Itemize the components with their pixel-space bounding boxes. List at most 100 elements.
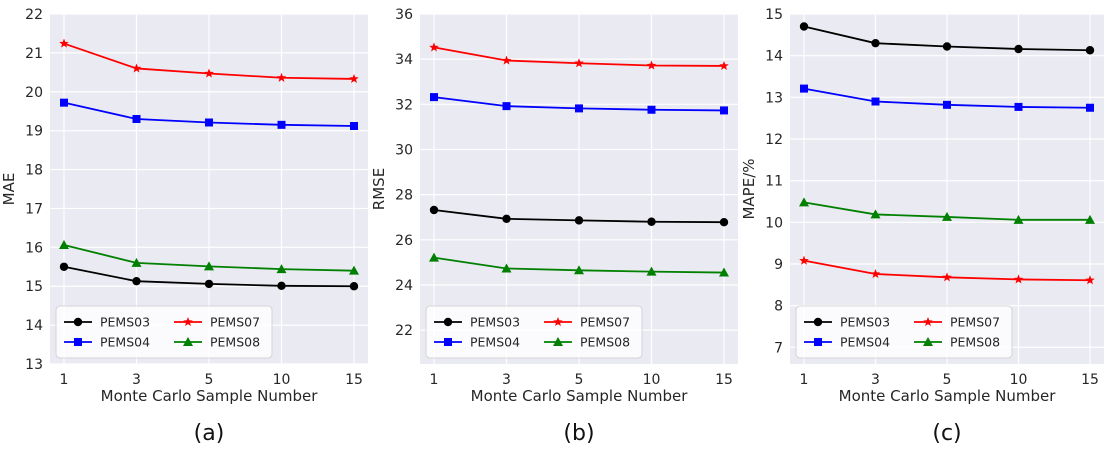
data-point-pems08	[349, 265, 359, 275]
data-point-pems08	[59, 240, 69, 249]
y-tick-label: 13	[25, 357, 43, 373]
legend-marker	[183, 337, 193, 346]
x-tick-label: 15	[715, 372, 733, 388]
data-point-pems04	[943, 100, 951, 109]
y-tick-label: 20	[25, 85, 43, 101]
y-axis-label: RMSE	[370, 168, 388, 210]
data-point-pems07	[131, 63, 142, 73]
data-point-pems08	[204, 261, 214, 271]
x-tick-label: 1	[800, 372, 809, 388]
data-point-pems04	[1086, 103, 1094, 112]
data-point-pems08	[429, 252, 439, 262]
y-tick-label: 14	[765, 49, 783, 65]
x-tick-label: 15	[1081, 372, 1099, 388]
legend-entry: PEMS04	[100, 335, 150, 350]
data-point-pems07	[646, 60, 657, 70]
x-tick-label: 5	[205, 372, 214, 388]
legend-entry: PEMS04	[840, 335, 890, 350]
data-point-pems07	[1013, 274, 1024, 284]
y-tick-label: 12	[765, 132, 783, 148]
data-point-pems07	[276, 72, 287, 82]
y-tick-label: 32	[395, 97, 413, 113]
legend-entry: PEMS07	[950, 315, 1000, 330]
data-point-pems03	[277, 281, 286, 291]
y-tick-label: 22	[395, 323, 413, 339]
y-tick-label: 18	[25, 163, 43, 179]
x-axis-label: Monte Carlo Sample Number	[101, 387, 319, 405]
chart-panel-2: 22 24 26 28 30 32 34 36 1 3 5 10 15 Monte Carlo Sampl…	[370, 7, 738, 446]
x-tick-label: 1	[430, 372, 439, 388]
legend-marker	[74, 338, 82, 346]
y-tick-label: 36	[395, 7, 413, 23]
y-tick-label: 15	[765, 7, 783, 23]
data-point-pems08	[574, 265, 584, 275]
x-tick-label: 3	[132, 372, 141, 388]
data-point-pems04	[502, 102, 511, 111]
legend-marker	[443, 317, 453, 327]
data-point-pems07	[574, 58, 584, 68]
data-point-pems03	[349, 282, 359, 291]
data-point-pems08	[501, 263, 512, 273]
y-tick-label: 7	[774, 340, 783, 356]
legend-marker	[73, 317, 83, 327]
y-tick-label: 34	[395, 52, 413, 68]
legend-marker	[444, 338, 452, 346]
data-point-pems07	[59, 38, 69, 48]
y-tick-label: 22	[25, 7, 43, 23]
x-tick-label: 1	[60, 372, 69, 388]
data-point-pems08	[719, 267, 729, 277]
x-tick-label: 5	[575, 372, 584, 388]
data-point-pems08	[131, 257, 142, 267]
y-tick-label: 24	[395, 278, 413, 294]
legend-marker	[813, 317, 823, 327]
data-point-pems08	[799, 197, 809, 207]
legend-marker	[814, 338, 822, 346]
legend-entry: PEMS07	[580, 315, 630, 330]
data-point-pems08	[1013, 214, 1024, 224]
data-point-pems03	[719, 217, 729, 227]
data-point-pems07	[870, 269, 881, 279]
data-point-pems03	[59, 262, 69, 271]
legend-marker	[553, 337, 563, 346]
data-point-pems04	[647, 105, 656, 114]
panel-label: (a)	[194, 421, 225, 446]
legend-box	[55, 305, 273, 359]
y-tick-label: 15	[25, 279, 43, 295]
y-tick-label: 17	[25, 201, 43, 217]
y-tick-label: 14	[25, 318, 43, 334]
legend-marker	[923, 337, 933, 346]
y-tick-label: 19	[25, 124, 43, 140]
x-tick-label: 3	[871, 372, 880, 388]
x-axis-label: Monte Carlo Sample Number	[471, 387, 689, 405]
data-point-pems03	[871, 38, 880, 48]
data-point-pems04	[60, 98, 68, 107]
y-tick-label: 30	[395, 142, 413, 158]
legend-entry: PEMS03	[840, 315, 890, 330]
data-point-pems03	[942, 42, 952, 51]
data-point-pems08	[646, 266, 657, 276]
data-point-pems04	[132, 115, 141, 123]
data-point-pems04	[277, 120, 286, 129]
data-point-pems08	[942, 211, 952, 221]
y-tick-label: 28	[395, 188, 413, 204]
data-point-pems04	[575, 104, 583, 113]
data-point-pems08	[870, 209, 881, 219]
data-point-pems03	[799, 22, 809, 31]
data-point-pems07	[942, 272, 952, 282]
data-point-pems08	[276, 264, 287, 274]
data-point-pems03	[132, 276, 141, 286]
data-point-pems03	[1014, 44, 1023, 54]
legend-entry: PEMS07	[210, 315, 260, 330]
x-axis-label: Monte Carlo Sample Number	[839, 387, 1057, 405]
data-point-pems07	[429, 42, 439, 52]
x-tick-label: 10	[273, 372, 291, 388]
legend-box	[425, 305, 643, 359]
y-tick-label: 10	[765, 215, 783, 231]
legend-entry: PEMS03	[470, 315, 520, 330]
data-point-pems07	[501, 55, 512, 65]
data-point-pems04	[871, 97, 880, 106]
y-tick-label: 13	[765, 90, 783, 106]
